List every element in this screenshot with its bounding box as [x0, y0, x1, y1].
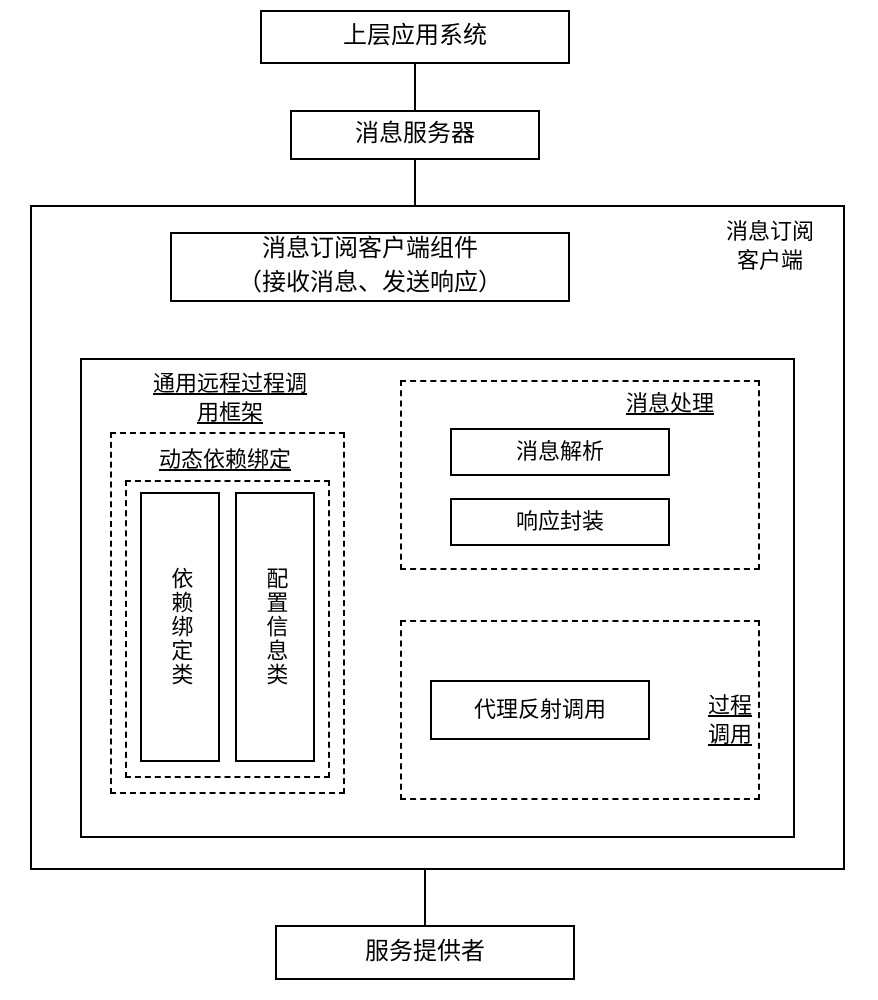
text-dyn-title: 动态依赖绑定 [159, 447, 291, 472]
client-comp-line2: （接收消息、发送响应） [238, 267, 502, 301]
label-dynamic-dep-binding: 动态依赖绑定 [140, 446, 310, 474]
box-service-provider: 服务提供者 [275, 925, 575, 980]
diagram-canvas: 上层应用系统 消息服务器 消息订阅客户端 消息订阅客户端组件 （接收消息、发送响… [0, 0, 878, 1000]
text-msg-proc: 消息处理 [626, 391, 714, 416]
box-upper-app-system: 上层应用系统 [260, 10, 570, 64]
text-service-prov: 服务提供者 [365, 936, 485, 970]
text-proxy-reflect: 代理反射调用 [474, 695, 606, 726]
box-client-component: 消息订阅客户端组件 （接收消息、发送响应） [170, 232, 570, 302]
label-msg-server: 消息服务器 [355, 118, 475, 152]
box-config-class: 配置信息类 [235, 492, 315, 762]
label-rpc-framework: 通用远程过程调用框架 [125, 370, 335, 426]
box-proxy-reflect: 代理反射调用 [430, 680, 650, 740]
text-msg-parse: 消息解析 [516, 437, 604, 468]
text-client-outer: 消息订阅客户端 [726, 219, 814, 273]
label-upper-app: 上层应用系统 [343, 20, 487, 54]
text-proc-call: 过程调用 [708, 693, 752, 747]
text-dep-bind: 依赖绑定类 [165, 567, 196, 687]
label-proc-call: 过程调用 [700, 692, 760, 748]
box-resp-wrap: 响应封装 [450, 498, 670, 546]
text-config: 配置信息类 [260, 567, 291, 687]
box-dep-bind-class: 依赖绑定类 [140, 492, 220, 762]
label-msg-proc: 消息处理 [610, 390, 730, 418]
label-client-outer: 消息订阅客户端 [700, 218, 840, 272]
box-msg-parse: 消息解析 [450, 428, 670, 476]
text-resp-wrap: 响应封装 [516, 507, 604, 538]
connector-4 [424, 870, 426, 925]
box-message-server: 消息服务器 [290, 110, 540, 160]
client-comp-line1: 消息订阅客户端组件 [238, 233, 502, 267]
client-comp-content: 消息订阅客户端组件 （接收消息、发送响应） [238, 233, 502, 300]
text-rpc-title: 通用远程过程调用框架 [153, 371, 307, 425]
connector-1 [414, 64, 416, 110]
